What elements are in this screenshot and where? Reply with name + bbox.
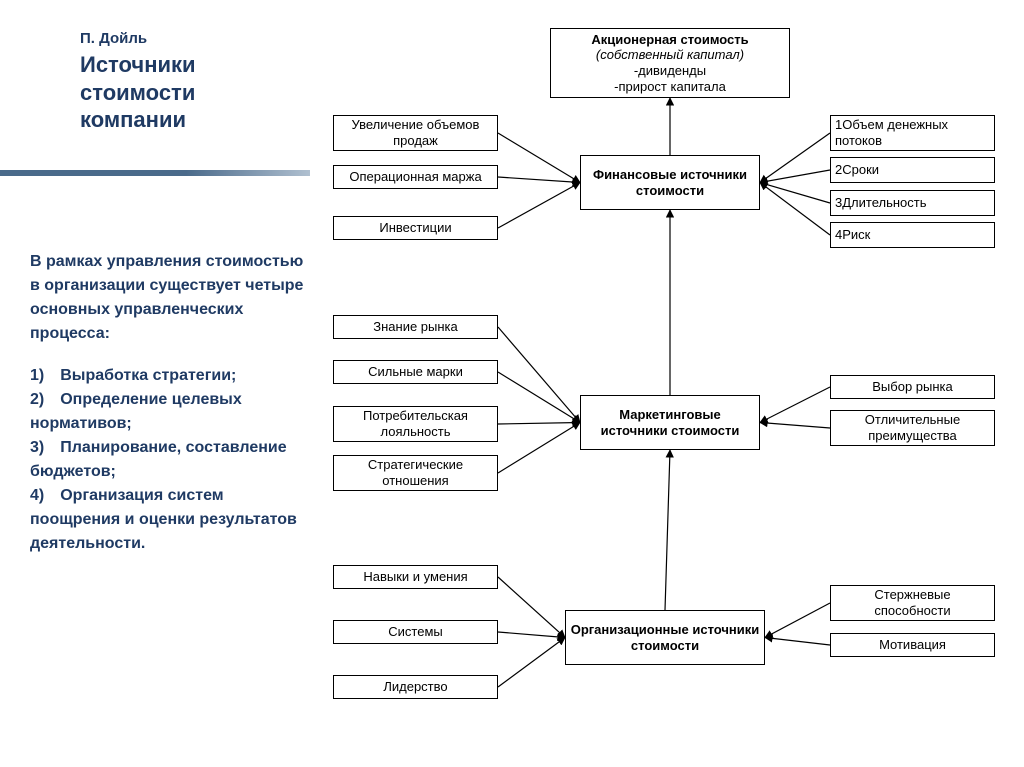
node-mkt_l2: Сильные марки xyxy=(333,360,498,384)
node-mkt_center: Маркетинговые источники стоимости xyxy=(580,395,760,450)
node-org_r1: Стержневые способности xyxy=(830,585,995,621)
node-org_center: Организационные источники стоимости xyxy=(565,610,765,665)
node-fin_l1: Увеличение объемов продаж xyxy=(333,115,498,151)
edge-org_l3-org_center xyxy=(498,638,565,688)
edge-org_r1-org_center xyxy=(765,603,830,638)
node-mkt_r1: Выбор рынка xyxy=(830,375,995,399)
edge-org_l1-org_center xyxy=(498,577,565,638)
node-mkt_l1: Знание рынка xyxy=(333,315,498,339)
edge-fin_l1-fin_center xyxy=(498,133,580,183)
node-shareholder: Акционерная стоимость(собственный капита… xyxy=(550,28,790,98)
node-org_r2: Мотивация xyxy=(830,633,995,657)
node-org_l1: Навыки и умения xyxy=(333,565,498,589)
edge-mkt_l1-mkt_center xyxy=(498,327,580,423)
node-mkt_r2: Отличительные преимущества xyxy=(830,410,995,446)
node-fin_center: Финансовые источники стоимости xyxy=(580,155,760,210)
edge-fin_l2-fin_center xyxy=(498,177,580,183)
node-fin_l3: Инвестиции xyxy=(333,216,498,240)
edge-mkt_l4-mkt_center xyxy=(498,423,580,474)
edge-mkt_r1-mkt_center xyxy=(760,387,830,423)
edge-fin_r4-fin_center xyxy=(760,183,830,236)
node-mkt_l4: Стратегические отношения xyxy=(333,455,498,491)
edge-org_l2-org_center xyxy=(498,632,565,638)
edge-fin_r2-fin_center xyxy=(760,170,830,183)
edge-fin_r3-fin_center xyxy=(760,183,830,204)
node-fin_r4: 4Риск xyxy=(830,222,995,248)
edge-mkt_l2-mkt_center xyxy=(498,372,580,423)
node-fin_r3: 3Длительность xyxy=(830,190,995,216)
diagram-canvas: Акционерная стоимость(собственный капита… xyxy=(0,0,1024,767)
node-fin_r2: 2Сроки xyxy=(830,157,995,183)
edge-org_r2-org_center xyxy=(765,638,830,646)
edge-fin_r1-fin_center xyxy=(760,133,830,183)
edge-org_center-mkt_center xyxy=(665,450,670,610)
node-org_l3: Лидерство xyxy=(333,675,498,699)
node-fin_l2: Операционная маржа xyxy=(333,165,498,189)
edge-mkt_l3-mkt_center xyxy=(498,423,580,425)
edge-fin_l3-fin_center xyxy=(498,183,580,229)
node-mkt_l3: Потребительская лояльность xyxy=(333,406,498,442)
edge-mkt_r2-mkt_center xyxy=(760,423,830,429)
node-org_l2: Системы xyxy=(333,620,498,644)
node-fin_r1: 1Объем денежных потоков xyxy=(830,115,995,151)
